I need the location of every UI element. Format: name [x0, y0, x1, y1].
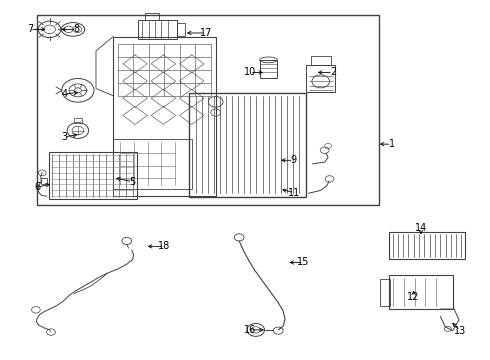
Text: 12: 12 — [407, 292, 420, 302]
Text: 4: 4 — [61, 89, 67, 99]
Text: 16: 16 — [244, 325, 256, 335]
Text: 14: 14 — [415, 224, 427, 233]
Bar — [380, 279, 390, 306]
Text: 11: 11 — [288, 188, 300, 198]
Bar — [37, 15, 379, 205]
Bar — [389, 232, 465, 259]
Bar — [41, 178, 47, 184]
Bar — [113, 139, 193, 189]
Text: 1: 1 — [389, 139, 394, 149]
Bar — [74, 118, 82, 123]
Bar — [49, 152, 137, 199]
Bar — [113, 37, 216, 196]
Text: 15: 15 — [297, 257, 310, 267]
Text: 17: 17 — [200, 28, 212, 38]
Bar — [189, 93, 306, 197]
Text: 2: 2 — [330, 67, 336, 77]
Text: 18: 18 — [158, 241, 171, 251]
Text: 13: 13 — [454, 325, 466, 336]
Text: 7: 7 — [27, 24, 33, 35]
Bar — [138, 20, 176, 40]
Text: 10: 10 — [244, 67, 256, 77]
Bar — [311, 56, 331, 65]
Text: 6: 6 — [34, 182, 40, 192]
Text: 3: 3 — [61, 132, 67, 142]
Text: 5: 5 — [129, 177, 136, 187]
Bar — [176, 23, 185, 36]
Text: 9: 9 — [291, 155, 297, 165]
Bar — [389, 275, 453, 309]
Bar — [260, 60, 277, 78]
Text: 8: 8 — [74, 24, 79, 35]
Bar — [306, 65, 335, 92]
